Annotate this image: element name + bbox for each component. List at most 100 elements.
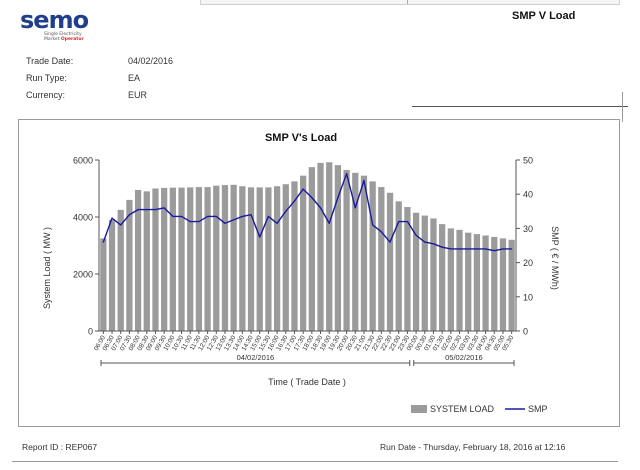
point-smp <box>146 208 148 211</box>
run-type-label: Run Type: <box>26 73 67 83</box>
point-smp <box>154 208 157 211</box>
point-smp <box>415 234 417 236</box>
bar-system-load <box>239 186 246 331</box>
bar-system-load <box>126 199 133 331</box>
y-left-tick-label: 2000 <box>73 270 93 280</box>
y-right-tick-label: 10 <box>523 292 533 302</box>
point-smp <box>111 217 113 219</box>
line-smp <box>102 172 512 252</box>
bar-system-load <box>465 232 472 331</box>
bar-system-load <box>473 234 481 331</box>
bar-system-load <box>482 235 489 331</box>
report-id: Report ID : REP067 <box>22 442 98 452</box>
point-smp <box>406 220 409 223</box>
legend-label-system-load: SYSTEM LOAD <box>430 404 495 414</box>
bar-system-load <box>291 181 298 332</box>
report-title: SMP V Load <box>512 10 576 22</box>
point-smp <box>215 215 217 218</box>
bar-system-load <box>108 219 116 331</box>
footer-rule <box>12 461 618 462</box>
point-smp <box>476 248 478 250</box>
date-group-label: 04/02/2016 <box>237 353 275 362</box>
y-right-tick-label: 40 <box>523 190 533 200</box>
point-smp <box>458 248 461 250</box>
y-right-tick-label: 0 <box>523 327 528 337</box>
legend-swatch-system-load <box>411 405 427 413</box>
date-group-label: 05/02/2016 <box>445 353 483 362</box>
bar-system-load <box>508 239 515 331</box>
bar-system-load <box>169 187 176 331</box>
point-smp <box>502 248 504 250</box>
bar-system-load <box>204 187 211 331</box>
bar-system-load <box>143 191 150 331</box>
y-left-tick-label: 0 <box>88 327 93 337</box>
point-smp <box>372 224 374 226</box>
bar-system-load <box>386 192 394 331</box>
point-smp <box>128 214 131 216</box>
bar-system-load <box>300 175 307 331</box>
logo-subtitle-line2: Market Operator <box>44 37 84 42</box>
bar-system-load <box>273 186 281 331</box>
point-smp <box>328 222 330 224</box>
point-smp <box>293 200 296 202</box>
point-smp <box>319 207 322 209</box>
bar-system-load <box>343 169 350 331</box>
point-smp <box>189 220 191 223</box>
point-smp <box>441 246 443 248</box>
bar-system-load <box>447 228 454 331</box>
y-axis-right-label: SMP ( € / MWh) <box>550 226 560 290</box>
bar-system-load <box>334 165 342 331</box>
bar-system-load <box>195 187 203 331</box>
x-axis-label: Time ( Trade Date ) <box>268 377 346 387</box>
run-type-value: EA <box>128 73 141 83</box>
chart-panel: SMP V's Load 0 2000 4000 6000 0 10 20 30 40 50 06… <box>18 119 620 427</box>
point-smp <box>511 248 513 250</box>
bar-system-load <box>161 187 168 331</box>
bar-system-load <box>230 184 237 331</box>
point-smp <box>233 219 235 221</box>
bar-system-load <box>308 167 315 332</box>
point-smp <box>484 248 487 250</box>
point-smp <box>241 215 243 218</box>
point-smp <box>224 222 226 224</box>
point-smp <box>389 241 391 243</box>
y-right-tick-label: 30 <box>523 224 533 234</box>
bar-system-load <box>491 236 498 331</box>
y-right-tick-label: 20 <box>523 258 533 268</box>
point-smp <box>354 207 356 209</box>
logo-subtitle: Single Electricity Market Operator <box>44 32 84 42</box>
y-axis-left-label: System Load ( MW ) <box>42 227 52 309</box>
bar-system-load <box>439 224 446 332</box>
bar-system-load <box>395 201 402 331</box>
bar-system-load <box>117 209 124 332</box>
logo-subtitle-line2b: Operator <box>60 37 84 42</box>
bar-system-load <box>430 218 437 331</box>
bar-system-load <box>256 187 263 331</box>
point-smp <box>285 210 287 212</box>
point-smp <box>345 173 348 175</box>
point-smp <box>302 188 304 190</box>
bar-system-load <box>247 187 255 331</box>
point-smp <box>137 208 139 211</box>
point-smp <box>206 215 209 218</box>
legend-label-smp: SMP <box>528 404 548 414</box>
point-smp <box>102 241 104 243</box>
bar-system-load <box>100 238 107 332</box>
logo-subtitle-line1: Single Electricity <box>44 32 82 37</box>
top-strip <box>200 0 620 5</box>
point-smp <box>398 220 400 223</box>
trade-date-label: Trade Date: <box>26 56 74 66</box>
point-smp <box>424 241 426 243</box>
bar-system-load <box>378 187 385 331</box>
bar-system-load <box>412 212 420 331</box>
bar-system-load <box>317 162 324 331</box>
point-smp <box>450 248 452 250</box>
bar-system-load <box>187 187 194 331</box>
point-smp <box>311 197 313 199</box>
point-smp <box>276 222 278 224</box>
bar-system-load <box>213 185 220 331</box>
point-smp <box>180 215 183 218</box>
header-rule-vertical <box>622 92 623 122</box>
point-smp <box>467 248 469 250</box>
